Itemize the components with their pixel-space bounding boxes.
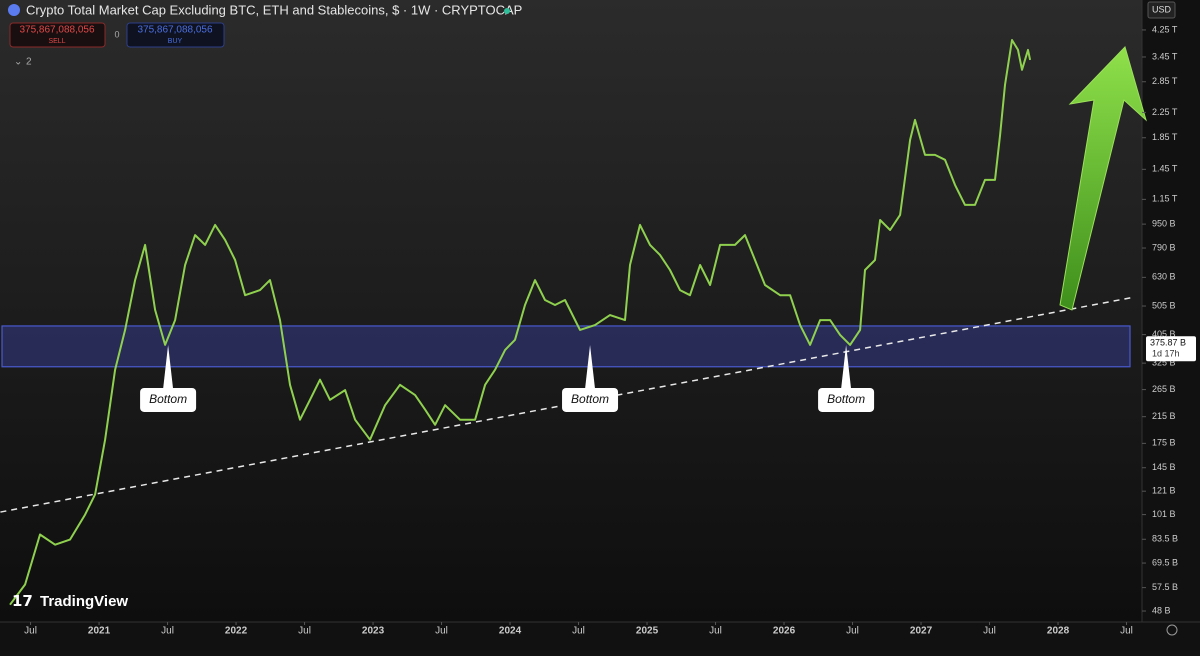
y-tick-label: 505 B (1152, 300, 1176, 310)
x-tick-label: Jul (572, 626, 585, 637)
callout-text: Bottom (149, 392, 187, 406)
y-tick-label: 215 B (1152, 411, 1176, 421)
x-tick-label: Jul (1120, 626, 1133, 637)
x-tick-label: Jul (709, 626, 722, 637)
callout-text: Bottom (571, 392, 609, 406)
x-tick-label: Jul (298, 626, 311, 637)
y-tick-label: 69.5 B (1152, 557, 1178, 567)
y-tick-label: 405 B (1152, 329, 1176, 339)
buy-label: BUY (168, 38, 183, 45)
y-tick-label: 101 B (1152, 509, 1176, 519)
x-tick-label: 2022 (225, 626, 248, 637)
y-tick-label: 950 B (1152, 218, 1176, 228)
y-tick-label: 145 B (1152, 462, 1176, 472)
watermark-logo: 𝟭𝟳 (12, 593, 33, 610)
y-tick-label: 121 B (1152, 486, 1176, 496)
currency-button[interactable] (1147, 1, 1176, 19)
spread: 0 (114, 29, 119, 39)
y-tick-label: 1.45 T (1152, 164, 1178, 174)
callout-box (818, 387, 875, 412)
time-axis-panel (0, 622, 1142, 651)
market-status (504, 8, 510, 14)
y-tick-label: 3.45 T (1152, 51, 1178, 61)
y-tick-label: 2.25 T (1152, 107, 1178, 117)
callout-box (140, 387, 197, 412)
y-tick-label: 4.25 T (1152, 24, 1178, 34)
currency: USD (1152, 4, 1172, 14)
x-tick-label: 2027 (910, 626, 933, 637)
y-tick-label: 57.5 B (1152, 582, 1178, 592)
callout-pointer (163, 344, 174, 389)
countdown: 1d 17h (1152, 349, 1180, 359)
x-tick-label: 2028 (1047, 626, 1070, 637)
indicator-count[interactable]: 2 (26, 57, 32, 68)
x-tick-label: Jul (983, 626, 996, 637)
buy-price: 375,867,088,056 (137, 25, 213, 36)
x-tick-label: 2021 (88, 626, 111, 637)
x-tick-label: Jul (24, 626, 37, 637)
sell-label: SELL (48, 38, 65, 45)
x-tick-label: Jul (435, 626, 448, 637)
y-tick-label: 2.85 T (1152, 76, 1178, 86)
symbol-icon (8, 4, 20, 16)
callout-pointer (841, 344, 852, 389)
last-price-label: 375.87 B (1150, 338, 1186, 348)
trend-arrow (1059, 46, 1147, 311)
chart-title: Crypto Total Market Cap Excluding BTC, E… (26, 2, 522, 17)
support-zone (1, 325, 1131, 368)
y-tick-label: 175 B (1152, 438, 1176, 448)
callout-box (562, 387, 619, 412)
x-tick-label: 2026 (773, 626, 796, 637)
y-tick-label: 630 B (1152, 272, 1176, 282)
x-tick-label: 2024 (499, 626, 522, 637)
last-price-tag (1146, 336, 1196, 362)
x-tick-label: Jul (161, 626, 174, 637)
x-tick-label: Jul (846, 626, 859, 637)
y-tick-label: 48 B (1152, 605, 1171, 615)
indicator-toggle[interactable]: ⌄ (14, 57, 22, 68)
buy-button[interactable] (126, 22, 225, 48)
callout-text: Bottom (827, 392, 865, 406)
y-tick-label: 790 B (1152, 242, 1176, 252)
y-tick-label: 325 B (1152, 358, 1176, 368)
x-tick-label: 2023 (362, 626, 385, 637)
settings-button[interactable] (1166, 624, 1178, 636)
x-tick-label: 2025 (636, 626, 659, 637)
price-line (9, 39, 1032, 606)
watermark: TradingView (40, 593, 128, 610)
y-tick-label: 265 B (1152, 384, 1176, 394)
y-tick-label: 1.15 T (1152, 194, 1178, 204)
y-tick-label: 1.85 T (1152, 132, 1178, 142)
y-tick-label: 83.5 B (1152, 534, 1178, 544)
price-axis-panel (1142, 0, 1200, 651)
sell-button[interactable] (9, 22, 106, 48)
sell-price: 375,867,088,056 (19, 25, 95, 36)
callout-pointer (585, 344, 596, 389)
